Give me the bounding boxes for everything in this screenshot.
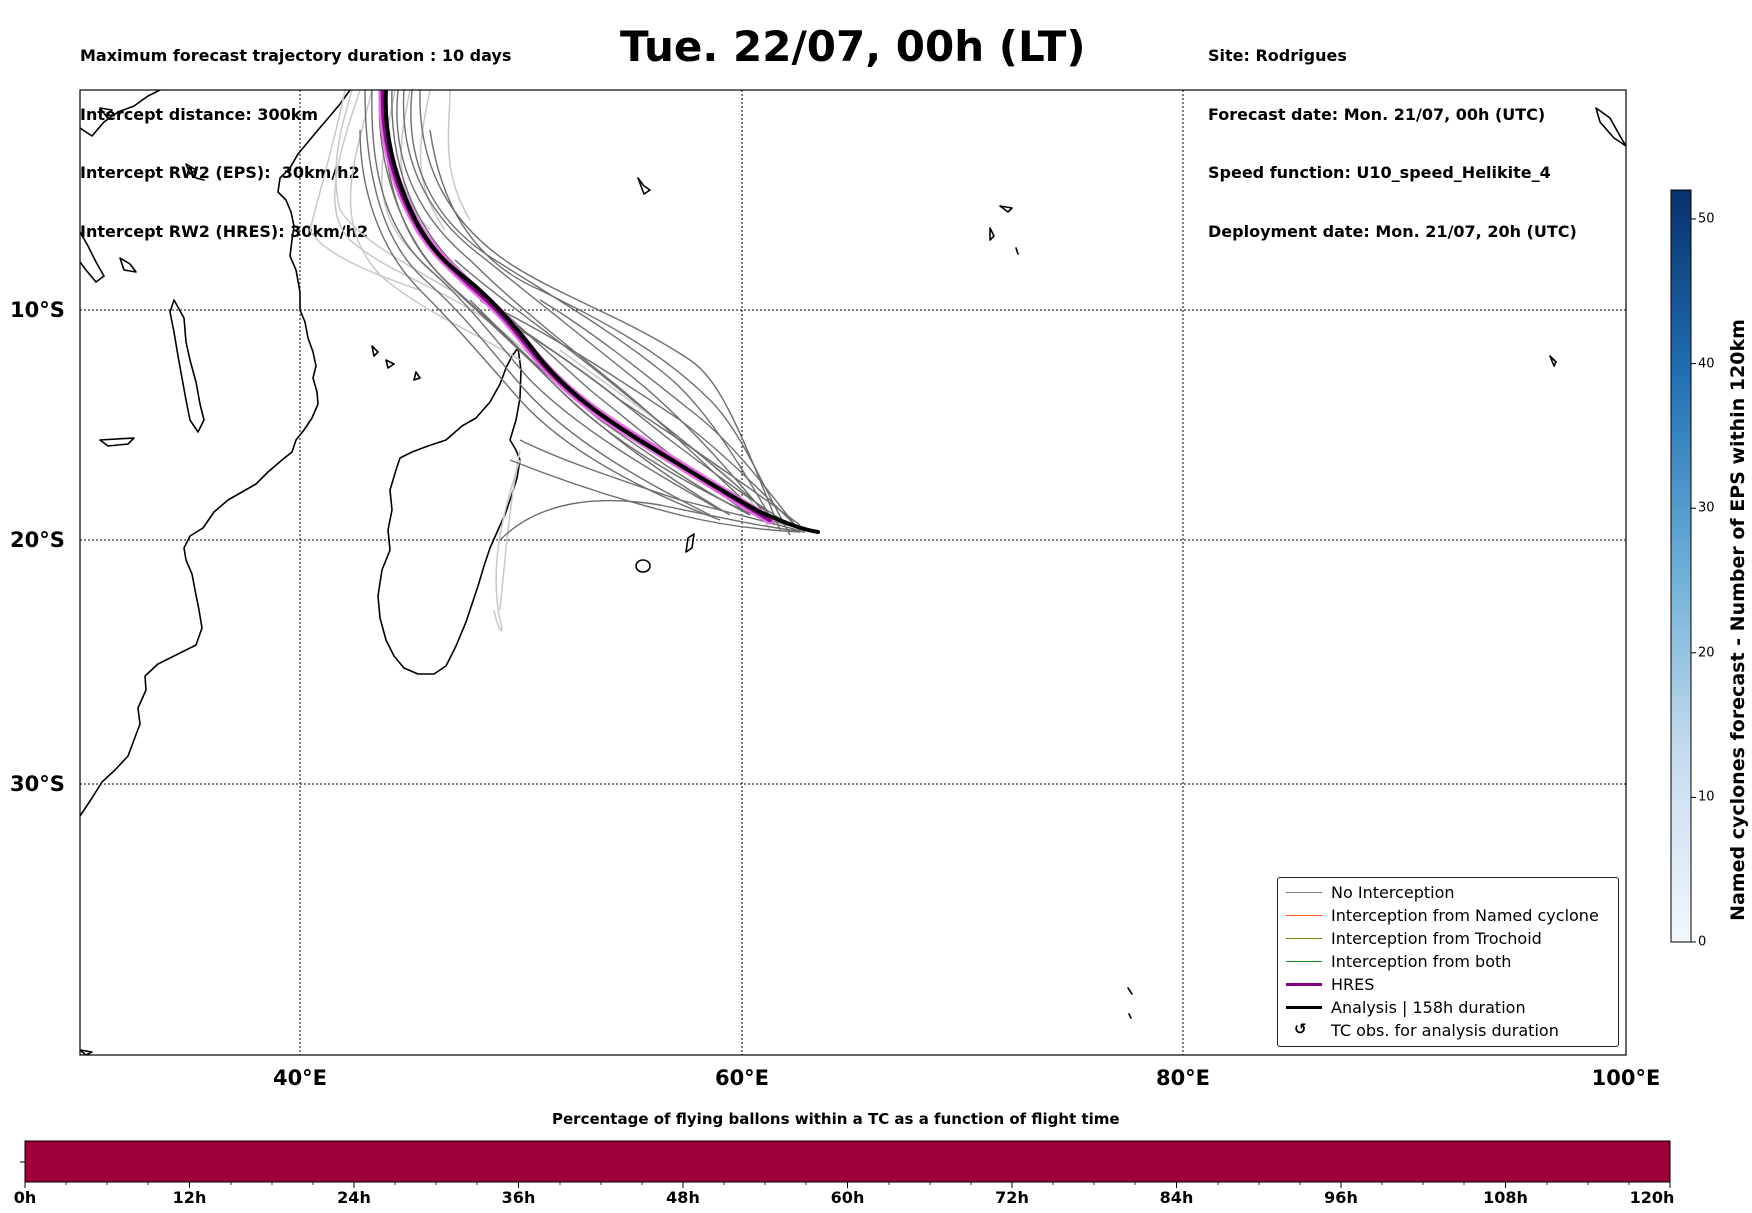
seychelles-island	[637, 177, 651, 195]
legend-swatch	[1286, 1006, 1322, 1009]
legend-item-analysis: Analysis | 158h duration	[1278, 997, 1618, 1019]
analysis-track	[383, 90, 820, 534]
map-legend: No Interception Interception from Named …	[1277, 877, 1619, 1047]
lat-label-20s: 20°S	[10, 528, 65, 552]
cbar-tick-10: 10	[1698, 789, 1715, 805]
speed-function: Speed function: U10_speed_Helikite_4	[1208, 163, 1551, 182]
gridlines	[80, 90, 1626, 1055]
legend-swatch	[1286, 938, 1322, 939]
legend-item-no-interception: No Interception	[1278, 882, 1618, 904]
arabia-coast	[80, 90, 161, 137]
lon-label-80e: 80°E	[1155, 1066, 1211, 1090]
legend-swatch	[1286, 983, 1322, 986]
legend-item-tc-obs: ↺ TC obs. for analysis duration	[1278, 1020, 1618, 1042]
legend-swatch	[1286, 915, 1322, 916]
time-tick-84h: 84h	[1159, 1188, 1194, 1207]
flight-time-bar-title: Percentage of flying ballons within a TC…	[552, 1110, 1120, 1128]
ensemble-tracks	[359, 90, 821, 541]
legend-label: Interception from both	[1331, 952, 1512, 971]
legend-swatch	[1286, 961, 1322, 962]
africa-coast	[80, 90, 351, 817]
map-frame	[79, 89, 1627, 1056]
mauritius-island	[685, 533, 695, 553]
mayotte-island	[413, 371, 421, 381]
time-tick-108h: 108h	[1483, 1188, 1528, 1207]
cbar-tick-20: 20	[1698, 645, 1715, 661]
madagascar-coast	[377, 347, 522, 675]
time-tick-96h: 96h	[1324, 1188, 1358, 1207]
time-tick-0h: 0h	[13, 1188, 37, 1207]
eps-colorbar	[1670, 189, 1696, 943]
legend-item-trochoid: Interception from Trochoid	[1278, 928, 1618, 950]
cbar-tick-50: 50	[1698, 211, 1715, 227]
time-tick-24h: 24h	[337, 1188, 371, 1207]
param-intercept-distance: Intercept distance: 300km	[80, 104, 319, 124]
legend-label: Interception from Named cyclone	[1331, 906, 1599, 925]
legend-item-named-cyclone: Interception from Named cyclone	[1278, 905, 1618, 927]
legend-item-hres: HRES	[1278, 974, 1618, 996]
page-title: Tue. 22/07, 00h (LT)	[620, 22, 1086, 71]
lon-label-60e: 60°E	[714, 1066, 770, 1090]
lat-label-10s: 10°S	[10, 298, 65, 322]
legend-label: HRES	[1331, 975, 1375, 994]
param-duration: Maximum forecast trajectory duration : 1…	[80, 46, 512, 65]
time-tick-60h: 60h	[830, 1188, 865, 1207]
param-rw2-hres: Intercept RW2 (HRES): 30km/h2	[80, 221, 369, 241]
cyclone-symbol-icon: ↺	[1294, 1020, 1307, 1038]
cbar-tick-40: 40	[1698, 356, 1715, 372]
lon-label-40e: 40°E	[272, 1066, 328, 1090]
time-tick-72h: 72h	[995, 1188, 1029, 1207]
coastlines	[80, 90, 1626, 1055]
param-rw2-eps: Intercept RW2 (EPS): 30km/h2	[80, 163, 360, 182]
time-tick-36h: 36h	[501, 1188, 536, 1207]
reunion-island	[635, 559, 651, 573]
legend-label: Interception from Trochoid	[1331, 929, 1542, 948]
time-tick-120h: 120h	[1629, 1188, 1675, 1207]
cbar-tick-0: 0	[1698, 934, 1707, 950]
time-tick-12h: 12h	[172, 1188, 207, 1207]
site-info: Site: Rodrigues Forecast date: Mon. 21/0…	[1208, 7, 1577, 261]
deployment-date: Deployment date: Mon. 21/07, 20h (UTC)	[1208, 221, 1577, 241]
flight-time-bar	[20, 1140, 1671, 1188]
hres-track	[380, 90, 773, 523]
site-name: Site: Rodrigues	[1208, 46, 1347, 65]
cbar-tick-30: 30	[1698, 500, 1715, 516]
time-tick-48h: 48h	[666, 1188, 700, 1207]
lon-label-100e: 100°E	[1591, 1066, 1661, 1090]
colorbar-label: Named cyclones forecast - Number of EPS …	[1727, 319, 1749, 921]
hres-track-glow	[378, 90, 775, 525]
comoros-island	[371, 345, 379, 357]
legend-label: No Interception	[1331, 883, 1455, 902]
legend-label: TC obs. for analysis duration	[1331, 1021, 1559, 1040]
forecast-parameters: Maximum forecast trajectory duration : 1…	[80, 7, 511, 261]
forecast-date: Forecast date: Mon. 21/07, 00h (UTC)	[1208, 104, 1546, 124]
legend-swatch	[1286, 892, 1322, 893]
legend-item-both: Interception from both	[1278, 951, 1618, 973]
lat-label-30s: 30°S	[10, 772, 65, 796]
legend-label: Analysis | 158h duration	[1331, 998, 1526, 1017]
